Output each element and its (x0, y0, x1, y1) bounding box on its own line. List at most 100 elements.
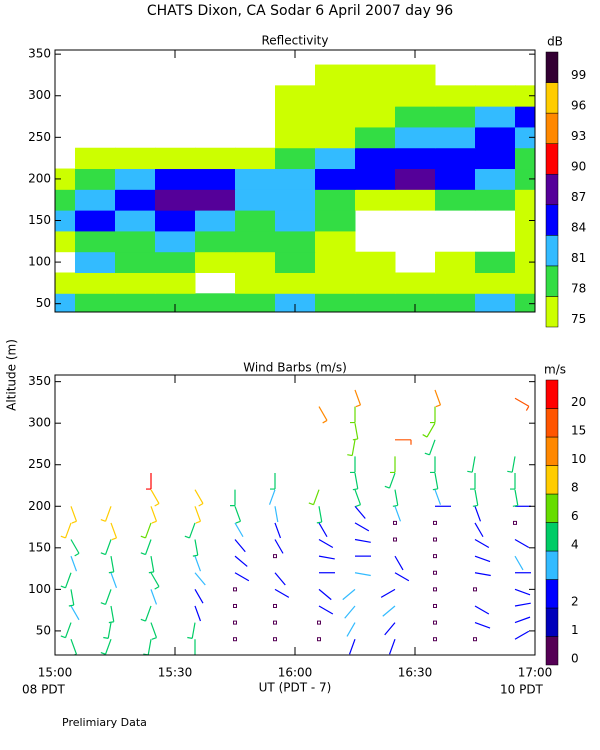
colorbar-band (545, 51, 559, 83)
reflectivity-cell (75, 230, 116, 253)
wind-barb (388, 639, 396, 655)
colorbar-band (545, 265, 559, 297)
wind-barb (150, 589, 158, 605)
colorbar-label: 10 (571, 452, 586, 466)
y-tick-label: 300 (28, 88, 51, 102)
footer-note: Prelimiary Data (62, 716, 147, 729)
colorbar-label: 78 (571, 282, 586, 296)
wind-barb (354, 522, 370, 532)
reflectivity-cell (515, 85, 535, 107)
reflectivity-cell (55, 189, 76, 211)
colorbar-label: 8 (571, 480, 579, 494)
reflectivity-cell (475, 189, 516, 211)
colorbar-band (545, 112, 559, 144)
reflectivity-cell (115, 251, 156, 273)
wind-barb (274, 572, 286, 586)
reflectivity-cell (235, 168, 276, 190)
calm-marker (233, 587, 237, 592)
wind-barb (318, 605, 334, 615)
x-tick-label: 15:30 (158, 666, 193, 680)
y-tick-label: 350 (28, 374, 51, 388)
reflectivity-cell (435, 293, 476, 312)
colorbar-label: 2 (571, 594, 579, 608)
colorbar-label: 1 (571, 623, 579, 637)
colorbar-label: 15 (571, 423, 586, 437)
reflectivity-cell (275, 293, 316, 312)
colorbar-label: 90 (571, 159, 586, 173)
wind-barb (148, 556, 155, 574)
wind-barb (430, 406, 436, 424)
reflectivity-cell (115, 189, 156, 211)
wind-barb (316, 506, 323, 524)
colorbar-band (545, 296, 559, 328)
x-axis-label: UT (PDT - 7) (259, 681, 332, 695)
wind-barb (100, 506, 112, 522)
reflectivity-cell (55, 168, 76, 190)
reflectivity-cell (475, 147, 516, 170)
reflectivity-cell (315, 230, 356, 253)
wind-barb (184, 522, 196, 539)
y-tick-label: 300 (28, 416, 51, 430)
reflectivity-cell (275, 272, 316, 294)
wind-barb (150, 489, 160, 507)
wind-barb (194, 555, 202, 572)
wind-barb (354, 538, 371, 543)
y-tick-label: 350 (28, 47, 51, 61)
wind-barb (472, 489, 479, 507)
wind-barb (474, 605, 490, 615)
calm-marker (433, 587, 437, 592)
wind-barb (70, 555, 78, 572)
wind-barb (68, 589, 75, 607)
reflectivity-field (55, 64, 535, 312)
reflectivity-cell (195, 189, 236, 211)
reflectivity-cell (195, 293, 236, 312)
wind-barb (470, 473, 476, 490)
reflectivity-cell (475, 293, 516, 312)
wind-barb (110, 522, 118, 541)
reflectivity-cell (235, 189, 276, 211)
wind-barb (192, 539, 199, 557)
reflectivity-cell (515, 272, 535, 294)
wind-barb (382, 605, 396, 617)
reflectivity-cell (235, 147, 276, 170)
wind-barb (318, 522, 328, 538)
x-right-note: 10 PDT (500, 683, 544, 697)
reflectivity-cell (195, 210, 236, 232)
wind-barb (384, 472, 396, 489)
reflectivity-cell (435, 126, 476, 149)
wind-barb (350, 456, 356, 474)
reflectivity-cell (315, 64, 356, 86)
wind-barb (70, 605, 80, 621)
wind-barb (514, 538, 530, 549)
reflectivity-cell (315, 293, 356, 312)
wind-barb (60, 522, 72, 539)
wind-barb (380, 588, 396, 598)
reflectivity-cell (115, 168, 156, 190)
wind-barb (70, 639, 78, 655)
wind-barb (352, 423, 359, 441)
reflectivity-cell (315, 126, 356, 149)
reflectivity-cell (75, 210, 116, 232)
x-tick-label: 16:00 (278, 666, 313, 680)
reflectivity-cell (395, 272, 436, 294)
wind-barb (342, 588, 356, 601)
x-left-note: 08 PDT (22, 683, 66, 697)
wind-barb (354, 505, 366, 519)
calm-marker (433, 620, 437, 625)
reflectivity-cell (395, 126, 436, 149)
wind-barb (274, 506, 279, 523)
wind-barb (190, 639, 196, 655)
wind-barb (432, 472, 439, 491)
calm-marker (233, 637, 237, 642)
reflectivity-cell (235, 230, 276, 253)
reflectivity-cell (475, 168, 516, 190)
reflectivity-cell (515, 251, 535, 273)
reflectivity-cell (275, 168, 316, 190)
wind-barb (512, 489, 519, 507)
wind-barb (384, 622, 396, 636)
reflectivity-cell (355, 168, 396, 190)
plot-frame (54, 374, 536, 656)
reflectivity-cell (75, 147, 116, 170)
wind-barb (270, 473, 276, 490)
wind-barb (194, 572, 206, 586)
